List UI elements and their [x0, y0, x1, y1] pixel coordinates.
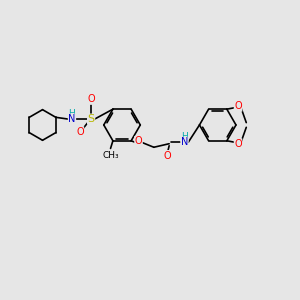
Text: CH₃: CH₃	[102, 151, 119, 160]
Text: O: O	[76, 127, 84, 137]
Text: N: N	[68, 114, 76, 124]
Text: O: O	[164, 151, 172, 160]
Text: O: O	[234, 139, 242, 149]
Text: O: O	[234, 101, 242, 111]
Text: H: H	[181, 133, 188, 142]
Text: H: H	[69, 109, 75, 118]
Text: O: O	[87, 94, 95, 104]
Text: O: O	[135, 136, 142, 146]
Text: S: S	[88, 114, 95, 124]
Text: N: N	[181, 137, 188, 147]
